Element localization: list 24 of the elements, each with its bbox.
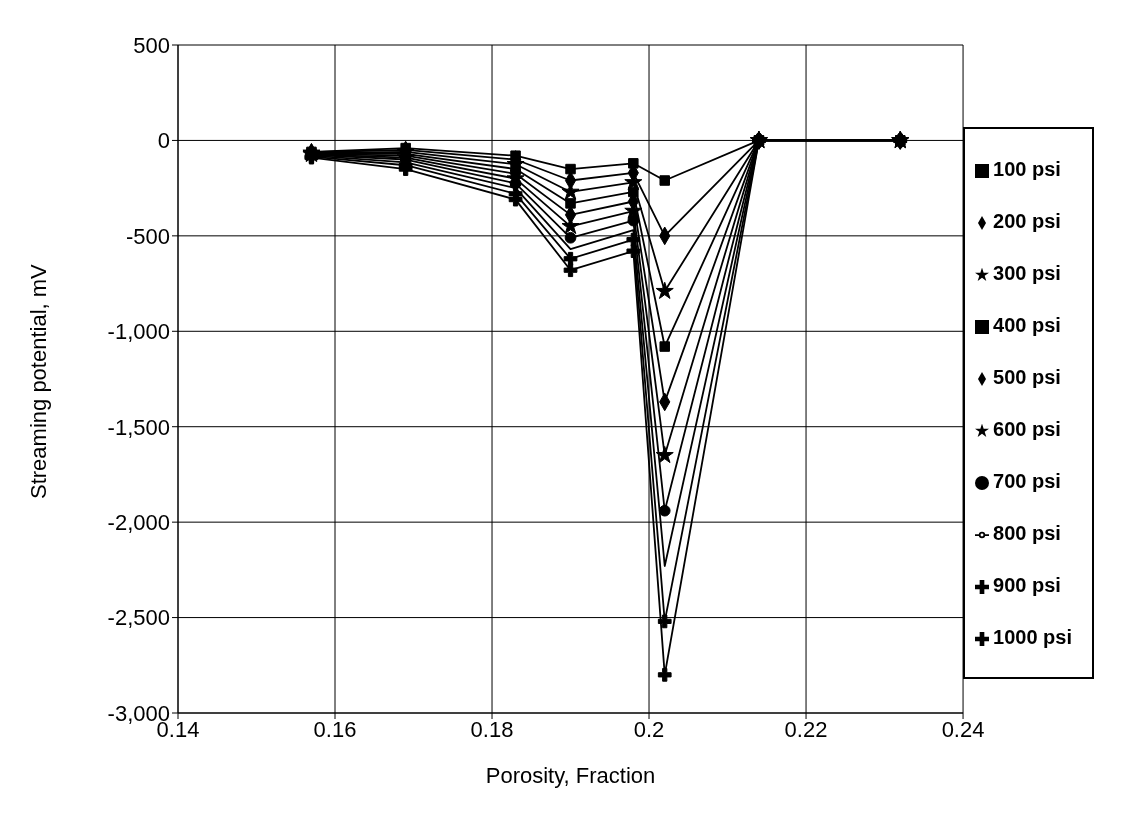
legend-label: 800 psi [993,522,1061,544]
legend-label: 200 psi [993,210,1061,232]
legend-label: 900 psi [993,574,1061,596]
legend-label: 100 psi [993,158,1061,180]
x-tick-label: 0.22 [784,716,828,742]
legend-label: 300 psi [993,262,1061,284]
legend-label: 1000 psi [993,626,1072,648]
y-tick-label: -500 [125,223,170,249]
y-tick-label: -1,500 [107,414,170,440]
y-axis-title: Streaming potential, mV [25,263,51,499]
y-tick-label: 500 [133,32,170,58]
x-axis-title: Porosity, Fraction [485,763,656,788]
x-tick-label: 0.16 [313,716,357,742]
y-tick-label: 0 [157,128,170,154]
x-tick-label: 0.2 [633,716,665,742]
legend-label: 700 psi [993,470,1061,492]
x-tick-label: 0.18 [470,716,514,742]
x-tick-label: 0.24 [941,716,985,742]
y-tick-label: -1,000 [107,319,170,345]
y-tick-label: -2,500 [107,605,170,631]
legend-label: 400 psi [993,314,1061,336]
legend-label: 500 psi [993,366,1061,388]
legend-label: 600 psi [993,418,1061,440]
y-tick-label: -2,000 [107,509,170,535]
